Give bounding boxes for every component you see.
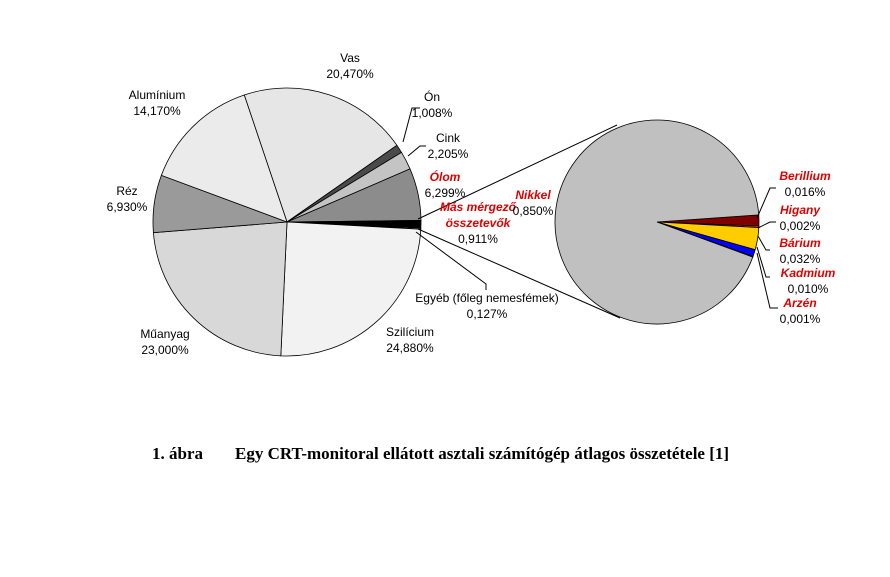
data-label: Műanyag 23,000% <box>140 326 189 358</box>
label-name: Kadmium <box>780 266 836 280</box>
label-value: 24,880% <box>386 341 434 355</box>
data-label: Bárium 0,032% <box>779 235 820 267</box>
leader-line <box>407 145 426 157</box>
connector-line <box>417 228 621 319</box>
label-name: Arzén <box>783 296 817 310</box>
data-label: Vas 20,470% <box>326 50 373 82</box>
label-name: Higany <box>779 203 821 217</box>
pie-slice <box>243 87 398 223</box>
label-value: 1,008% <box>411 106 453 120</box>
label-name: Alumínium <box>128 88 186 102</box>
label-value: 2,205% <box>427 147 469 161</box>
data-label: Berillium 0,016% <box>779 168 830 200</box>
pie <box>152 87 422 357</box>
label-name: Vas <box>340 51 360 65</box>
label-value: 0,010% <box>787 282 829 296</box>
label-value: 0,016% <box>784 185 826 199</box>
pie-slice <box>152 221 288 357</box>
data-label: Réz 6,930% <box>107 183 148 215</box>
label-name: Bárium <box>779 236 821 250</box>
connector-line <box>417 124 618 220</box>
data-label: Szilícium 24,880% <box>386 324 434 356</box>
label-name: Berillium <box>779 169 831 183</box>
leader-line <box>756 246 770 278</box>
label-value: 0,032% <box>779 252 821 266</box>
caption-number: 1. ábra <box>152 444 203 463</box>
label-name: Réz <box>116 184 138 198</box>
label-value: 0,911% <box>458 232 498 246</box>
data-label: Egyéb (főleg nemesfémek) 0,127% <box>415 290 558 322</box>
label-value: 20,470% <box>326 67 374 81</box>
pie-slice <box>160 94 288 223</box>
data-label: Cink 2,205% <box>428 130 469 162</box>
label-name: Ón <box>423 90 441 104</box>
label-value: 6,299% <box>424 186 466 200</box>
label-name: Szilícium <box>385 325 435 339</box>
data-label: Ón 1,008% <box>412 89 453 121</box>
label-name: Nikkel <box>515 188 551 202</box>
leader-line <box>415 231 487 290</box>
data-label: Alumínium 14,170% <box>129 87 186 119</box>
leader-line <box>757 221 776 229</box>
label-value: 0,850% <box>512 204 554 218</box>
data-label: Nikkel 0,850% <box>513 187 554 219</box>
leader-line <box>757 235 770 251</box>
label-value: 14,170% <box>133 104 181 118</box>
label-name: Egyéb (főleg nemesfémek) <box>415 291 559 305</box>
label-value: 0,001% <box>779 312 821 326</box>
data-label: Ólom 6,299% <box>425 169 466 201</box>
data-label: Arzén 0,001% <box>780 295 821 327</box>
label-value: 6,930% <box>106 200 148 214</box>
pie-slice <box>280 221 422 357</box>
pie <box>554 119 760 325</box>
data-label: Higany 0,002% <box>780 202 821 234</box>
label-value: 0,127% <box>466 307 508 321</box>
label-name: Cink <box>435 131 461 145</box>
leader-line <box>756 187 776 219</box>
label-name: Műanyag <box>140 327 190 341</box>
label-name: Ólom <box>429 170 461 184</box>
pie-slice <box>554 119 760 325</box>
label-value: 23,000% <box>141 343 189 357</box>
label-value: 0,002% <box>779 219 821 233</box>
data-label: Kadmium 0,010% <box>781 265 836 297</box>
leader-line <box>756 252 778 309</box>
caption-title: Egy CRT-monitoral ellátott asztali számí… <box>235 444 730 463</box>
label-name: Más mérgező összetevők <box>439 200 517 230</box>
data-label: Más mérgező összetevők 0,911% <box>433 199 523 247</box>
leader-line <box>402 107 420 143</box>
